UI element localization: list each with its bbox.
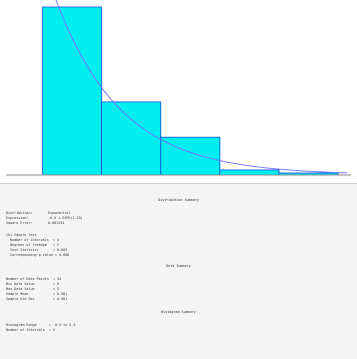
expression-value: -0.5 + EXPO(1.29): [48, 216, 83, 220]
distribution-value: Exponential: [48, 211, 71, 215]
sample-mean: Sample Mean = 0.981: [6, 292, 68, 296]
chi-square-title: Chi Square Test: [6, 233, 37, 237]
histogram-range: Histogram Range = -0.5 to 5.5: [6, 323, 76, 327]
histogram-bar-2: [101, 101, 162, 176]
data-points: Number of Data Points = 54: [6, 277, 62, 281]
distribution-report: Distribution Summary Distribution: Expon…: [0, 183, 357, 359]
sample-std-dev: Sample Std Dev = 0.961: [6, 297, 68, 301]
histogram-bar-3: [160, 136, 221, 176]
histogram-svg: [6, 0, 351, 176]
min-data-value: Min Data Value = 0: [6, 282, 60, 286]
square-error-value: 0.001254: [48, 221, 65, 225]
histogram-intervals: Number of Intervals = 6: [6, 328, 55, 332]
chi-pvalue: Corresponding p-value = 0.688: [10, 253, 70, 257]
max-data-value: Max Data Value = 5: [6, 287, 60, 291]
histogram-bar-4: [219, 169, 280, 176]
histogram-chart: [6, 0, 351, 176]
report-title: Distribution Summary: [158, 198, 199, 202]
chi-intervals: Number of intervals = 4: [10, 238, 59, 242]
expression-label: Expression:: [6, 216, 29, 220]
histogram-summary-title: Histogram Summary: [161, 310, 196, 314]
histogram-bar-1: [42, 6, 103, 176]
chi-statistic: Test Statistic = 0.803: [10, 248, 68, 252]
chi-dof: Degrees of freedom = 2: [10, 243, 59, 247]
distribution-label: Distribution:: [6, 211, 33, 215]
square-error-label: Square Error:: [6, 221, 33, 225]
fitted-exponential-curve: [55, 0, 348, 174]
data-summary-title: Data Summary: [166, 264, 191, 268]
